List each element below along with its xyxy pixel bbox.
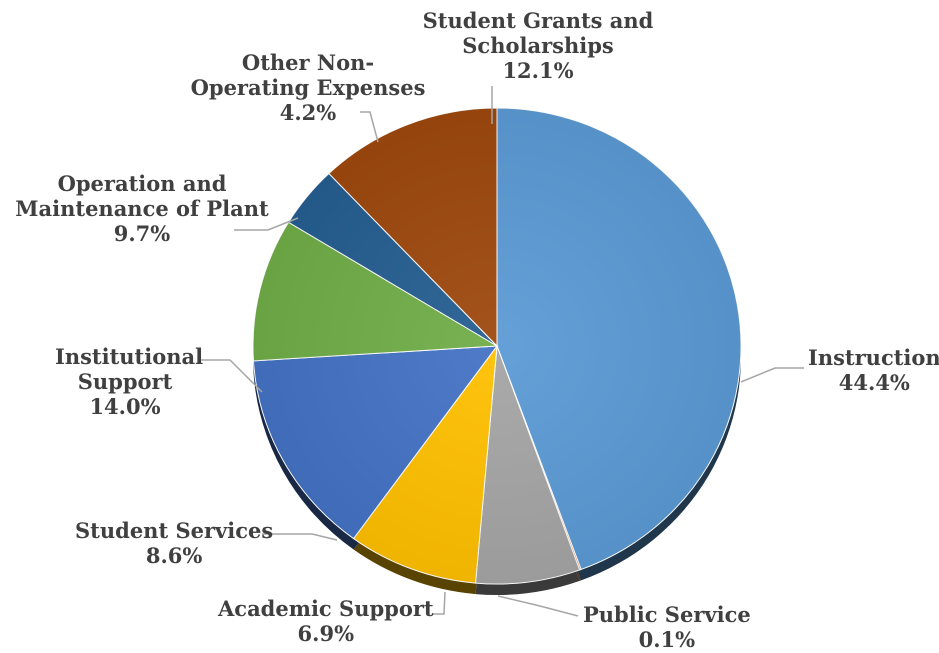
leader-other-non-operating (360, 111, 379, 143)
label-student-grants-name: Student Grants and Scholarships (422, 8, 654, 58)
label-student-services-pct: 8.6% (145, 543, 203, 568)
label-student-services: Student Services 8.6% (75, 518, 273, 568)
label-instruction-pct: 44.4% (838, 370, 910, 395)
leader-operation-maintenance (234, 217, 299, 231)
label-academic-support-name: Academic Support (218, 596, 434, 621)
label-student-services-name: Student Services (75, 518, 274, 543)
pie-shading (253, 108, 741, 584)
label-other-non-operating-name: Other Non-Operating Expenses (190, 50, 426, 100)
label-other-non-operating-pct: 4.2% (279, 100, 337, 125)
leader-instruction (740, 367, 804, 383)
label-institutional-support: Institutional Support 14.0% (55, 344, 204, 419)
label-public-service-name: Public Service (583, 602, 751, 627)
label-operation-maintenance-pct: 9.7% (113, 221, 171, 246)
label-institutional-support-pct: 14.0% (89, 394, 161, 419)
leader-academic-support (432, 591, 446, 615)
label-institutional-support-name: Institutional Support (55, 344, 204, 394)
leader-student-services (262, 533, 338, 541)
label-operation-maintenance-name: Operation and Maintenance of Plant (15, 171, 269, 221)
leader-lines (200, 86, 804, 617)
label-instruction: Instruction 44.4% (808, 345, 939, 395)
label-student-grants: Student Grants and Scholarships 12.1% (418, 8, 658, 83)
pie-slice-layer (252, 107, 742, 585)
label-academic-support-pct: 6.9% (297, 621, 355, 646)
label-academic-support: Academic Support 6.9% (218, 596, 434, 646)
label-student-grants-pct: 12.1% (502, 58, 574, 83)
label-public-service-pct: 0.1% (638, 627, 696, 652)
leader-public-service (497, 595, 579, 617)
leader-institutional-support (200, 359, 263, 393)
label-other-non-operating: Other Non-Operating Expenses 4.2% (188, 50, 428, 125)
label-operation-maintenance: Operation and Maintenance of Plant 9.7% (12, 171, 272, 246)
label-instruction-name: Instruction (808, 345, 939, 370)
label-public-service: Public Service 0.1% (583, 602, 751, 652)
